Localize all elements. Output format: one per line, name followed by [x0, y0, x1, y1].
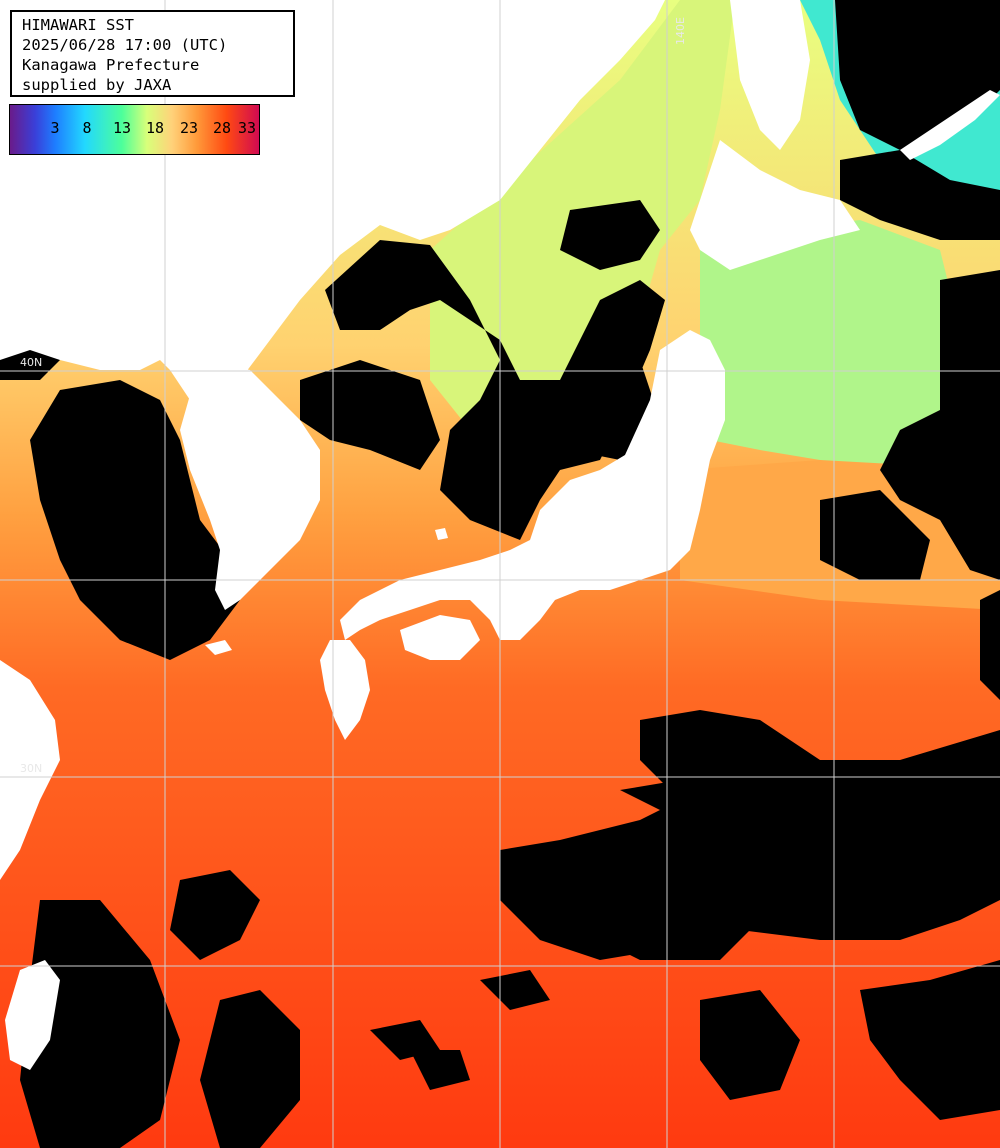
- region-name: Kanagawa Prefecture: [22, 56, 200, 74]
- kuril-islands: [900, 90, 1000, 160]
- lon-label-140e: 140E: [674, 17, 687, 45]
- data-credit: supplied by JAXA: [22, 76, 172, 94]
- info-box: HIMAWARI SST 2025/06/28 17:00 (UTC) Kana…: [10, 10, 295, 97]
- legend-tick: 8: [82, 119, 92, 137]
- lat-label-40n: 40N: [20, 356, 42, 369]
- honshu: [340, 330, 725, 640]
- legend-tick: 28: [212, 119, 232, 137]
- taiwan: [5, 960, 60, 1070]
- lat-label-30n: 30N: [20, 762, 42, 775]
- hokkaido: [690, 140, 860, 270]
- korean-peninsula: [180, 360, 320, 610]
- china-coast-south: [0, 660, 60, 880]
- legend-tick: 23: [179, 119, 199, 137]
- shikoku: [400, 615, 480, 660]
- oki-island: [435, 528, 448, 540]
- legend-tick: 33: [237, 119, 257, 137]
- sakhalin: [730, 0, 810, 150]
- jeju-island: [205, 640, 232, 655]
- temperature-color-legend: 3 8 13 18 23 28 33: [9, 104, 260, 155]
- map-title: HIMAWARI SST: [22, 16, 134, 34]
- pacific-cool-zone: [700, 220, 960, 470]
- legend-ticks: 3 8 13 18 23 28 33: [10, 119, 259, 141]
- legend-tick: 18: [145, 119, 165, 137]
- legend-tick: 13: [112, 119, 132, 137]
- legend-tick: 3: [50, 119, 60, 137]
- observation-datetime: 2025/06/28 17:00 (UTC): [22, 36, 228, 54]
